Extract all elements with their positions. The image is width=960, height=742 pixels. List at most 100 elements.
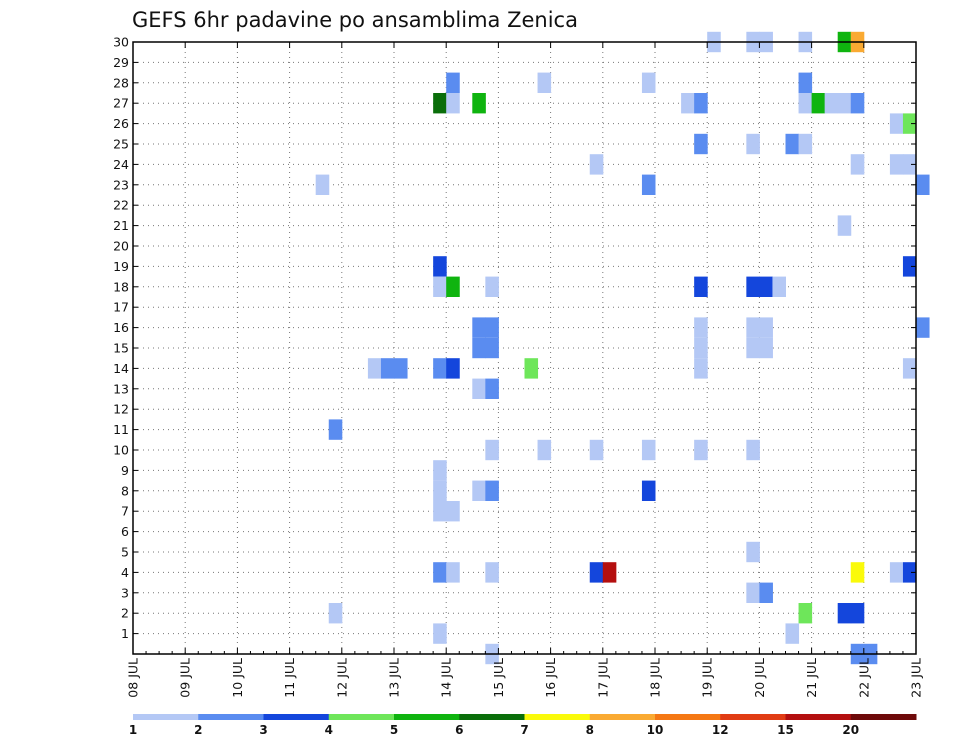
precip-cell [746,317,760,338]
precip-cell [889,154,904,175]
legend-label: 8 [586,723,594,737]
y-tick-label: 27 [113,96,129,111]
legend-label: 5 [390,723,398,737]
y-tick-label: 14 [113,361,129,376]
y-tick-label: 6 [121,524,129,539]
x-tick-label: 10 JUL [230,658,245,698]
precip-cell [759,276,773,297]
precip-cell [694,276,708,297]
precip-cell [315,174,330,195]
legend-label: 15 [777,723,794,737]
precip-cell [485,480,499,501]
precip-cell [537,439,552,461]
x-tick-label: 18 JUL [648,658,663,698]
precip-cell [759,337,773,359]
precip-cell [641,174,656,195]
y-tick-label: 11 [113,422,129,437]
x-tick-label: 13 JUL [387,658,402,698]
precip-cell [837,215,852,236]
precip-cell [694,337,708,359]
legend-swatch [133,714,199,720]
precip-cell [446,358,460,379]
precip-cell [485,337,499,359]
precip-cell [472,337,486,359]
legend-swatch [850,714,917,720]
precip-cell [916,174,930,195]
x-tick-label: 11 JUL [282,658,297,698]
legend-label: 20 [842,723,859,737]
y-tick-label: 18 [113,279,129,294]
precip-cell [485,439,499,461]
precip-cell [759,317,773,338]
y-tick-label: 7 [121,504,129,519]
precip-cell [433,460,447,481]
precip-cell [746,337,760,359]
precip-cells [315,31,930,665]
y-axis: 1234567891011121314151617181920212223242… [113,35,916,641]
precip-cell [798,133,813,155]
precip-cell [902,358,917,379]
precip-cell [472,317,486,338]
precip-cell [602,562,617,583]
x-tick-label: 19 JUL [700,658,715,698]
precip-cell [537,72,552,93]
y-tick-label: 25 [113,137,129,152]
precip-cell [837,603,852,624]
precip-cell [916,317,930,338]
precip-cell [694,439,708,461]
y-tick-label: 5 [121,545,129,560]
y-tick-label: 16 [113,320,129,335]
x-tick-label: 22 JUL [856,658,871,698]
precip-cell [694,317,708,338]
precip-cell [772,276,786,297]
legend-label: 3 [259,723,267,737]
precip-cell [524,358,539,379]
precip-cell [850,93,865,114]
legend-swatch [655,714,721,720]
x-tick-label: 17 JUL [595,658,610,698]
legend-label: 10 [647,723,664,737]
legend-label: 1 [129,723,137,737]
legend-swatch [263,714,330,720]
precip-cell [850,562,865,583]
precip-cell [746,439,760,461]
legend-label: 2 [194,723,202,737]
y-tick-label: 13 [113,381,129,396]
precip-cell [902,562,917,583]
legend-swatch [328,714,395,720]
legend-swatch [785,714,852,720]
x-tick-label: 14 JUL [439,658,454,698]
x-tick-label: 16 JUL [543,658,558,698]
precip-cell [472,93,486,114]
x-tick-label: 21 JUL [804,658,819,698]
precip-cell [811,93,826,114]
precip-cell [394,358,408,379]
y-tick-label: 12 [113,402,129,417]
y-tick-label: 9 [121,463,129,478]
y-tick-label: 28 [113,75,129,90]
precip-cell [472,480,486,501]
precip-cell [485,317,499,338]
y-tick-label: 1 [121,626,129,641]
y-tick-label: 21 [113,218,129,233]
precip-cell [746,541,760,563]
precip-cell [485,378,499,399]
precip-cell [694,93,708,114]
y-tick-label: 17 [113,300,129,315]
precip-cell [433,623,447,644]
x-tick-label: 12 JUL [334,658,349,698]
precip-cell [485,276,499,297]
precip-cell [446,72,460,93]
y-tick-label: 2 [121,606,129,621]
y-tick-label: 22 [113,198,129,213]
precip-cell [824,93,839,114]
precip-cell [433,93,447,114]
precip-cell [902,154,917,175]
precip-cell [446,562,460,583]
precip-cell [641,480,656,501]
y-tick-label: 26 [113,116,129,131]
precip-cell [433,480,447,501]
x-tick-label: 08 JUL [126,658,141,698]
y-tick-label: 15 [113,341,129,356]
